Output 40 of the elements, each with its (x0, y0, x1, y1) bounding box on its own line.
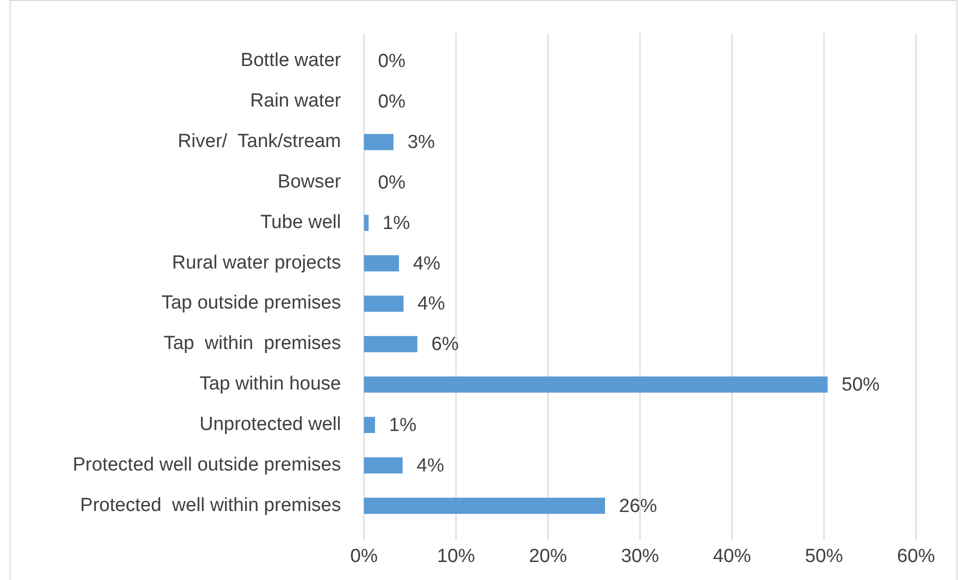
y-tick-label: Bowser (278, 171, 342, 192)
data-label: 4% (412, 253, 441, 274)
y-tick-label: Tap outside premises (161, 292, 341, 314)
data-label: 4% (418, 294, 446, 315)
x-tick-label: 0% (350, 546, 378, 567)
x-tick-label: 60% (896, 546, 936, 567)
bar (364, 214, 369, 231)
y-tick-label: Tap within premises (164, 333, 341, 354)
bar (364, 296, 404, 312)
data-label: 0% (378, 172, 406, 194)
x-tick-label: 20% (528, 546, 568, 567)
y-tick-label: River/ Tank/stream (178, 131, 341, 152)
bar (364, 255, 399, 272)
data-label: 3% (407, 132, 436, 154)
data-label: 1% (382, 212, 410, 234)
data-label: 0% (378, 92, 406, 113)
y-tick-label: Bottle water (240, 50, 342, 72)
data-label: 6% (431, 334, 459, 356)
data-label: 4% (416, 455, 444, 476)
x-tick-label: 50% (804, 546, 844, 567)
y-tick-label: Unprotected well (199, 414, 341, 435)
y-tick-label: Tap within house (199, 374, 341, 395)
x-tick-label: 30% (620, 546, 660, 567)
x-tick-label: 40% (712, 546, 752, 567)
data-label: 50% (842, 374, 880, 396)
y-tick-label: Rain water (250, 90, 342, 112)
y-tick-label: Tube well (260, 212, 341, 233)
y-tick-label: Rural water projects (172, 252, 341, 274)
bar (364, 376, 828, 393)
y-tick-label: Protected well outside premises (72, 454, 341, 476)
bar (364, 457, 403, 474)
bar (364, 134, 394, 150)
data-label: 0% (378, 51, 406, 72)
y-tick-label: Protected well within premises (80, 494, 341, 516)
data-label: 1% (389, 414, 417, 436)
data-label: 26% (619, 496, 658, 517)
bar (364, 336, 418, 352)
x-tick-label: 10% (436, 546, 476, 567)
bar (364, 498, 606, 514)
bar (364, 416, 376, 434)
